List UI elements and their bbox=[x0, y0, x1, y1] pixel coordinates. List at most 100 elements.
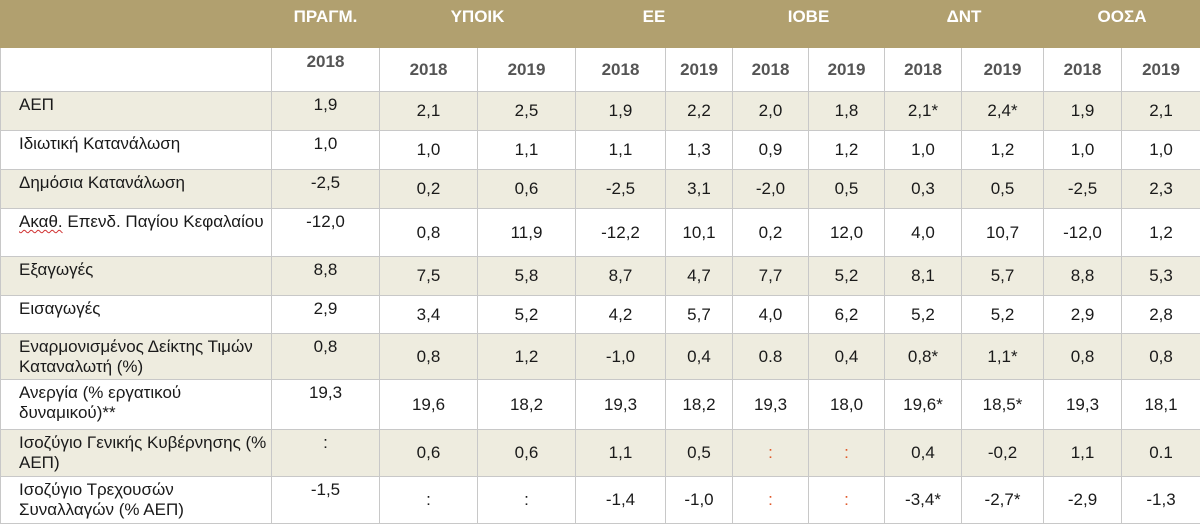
value-cell: 18,2 bbox=[666, 380, 733, 430]
value-cell: : bbox=[272, 430, 380, 477]
row-label: Δημόσια Κατανάλωση bbox=[1, 170, 272, 209]
value-cell: 3,4 bbox=[380, 296, 478, 334]
value-cell: 1,9 bbox=[576, 92, 666, 131]
value-cell: 10,1 bbox=[666, 209, 733, 257]
row-label: Ισοζύγιο Γενικής Κυβέρνησης (% ΑΕΠ) bbox=[1, 430, 272, 477]
row-label: Εναρμονισμένος Δείκτης Τιμών Καταναλωτή … bbox=[1, 334, 272, 380]
value-cell: 1,1 bbox=[478, 131, 576, 170]
value-cell: -2,0 bbox=[733, 170, 809, 209]
value-cell: : bbox=[733, 477, 809, 524]
value-cell: 0,6 bbox=[380, 430, 478, 477]
year-header: 2018 bbox=[380, 48, 478, 92]
value-cell: : bbox=[380, 477, 478, 524]
header-corner bbox=[1, 1, 272, 48]
value-cell: 2,5 bbox=[478, 92, 576, 131]
value-cell: 19,6* bbox=[885, 380, 962, 430]
value-cell: 1,3 bbox=[666, 131, 733, 170]
value-cell: 5,2 bbox=[809, 257, 885, 296]
value-cell: 19,6 bbox=[380, 380, 478, 430]
value-cell: -2,9 bbox=[1044, 477, 1122, 524]
header-groups-row: ΠΡΑΓΜ. ΥΠΟΙΚ ΕΕ ΙΟΒΕ ΔΝΤ ΟΟΣΑ bbox=[1, 1, 1200, 48]
year-header: 2018 bbox=[576, 48, 666, 92]
value-cell: 0,9 bbox=[733, 131, 809, 170]
value-cell: 5,2 bbox=[885, 296, 962, 334]
value-cell: 7,7 bbox=[733, 257, 809, 296]
year-header: 2018 bbox=[885, 48, 962, 92]
value-cell: 1,2 bbox=[962, 131, 1044, 170]
value-cell: 2,9 bbox=[1044, 296, 1122, 334]
value-cell: 8,7 bbox=[576, 257, 666, 296]
value-cell: 5,8 bbox=[478, 257, 576, 296]
value-cell: -2,5 bbox=[272, 170, 380, 209]
value-cell: 5,3 bbox=[1122, 257, 1200, 296]
value-cell: 1,8 bbox=[809, 92, 885, 131]
value-cell: 1,1* bbox=[962, 334, 1044, 380]
year-header: 2019 bbox=[962, 48, 1044, 92]
value-cell: 5,2 bbox=[962, 296, 1044, 334]
value-cell: 5,2 bbox=[478, 296, 576, 334]
row-label: Ανεργία (% εργατικού δυναμικού)** bbox=[1, 380, 272, 430]
value-cell: 8,8 bbox=[272, 257, 380, 296]
value-cell: 18,0 bbox=[809, 380, 885, 430]
value-cell: 18,1 bbox=[1122, 380, 1200, 430]
value-cell: : bbox=[809, 477, 885, 524]
value-cell: 4,7 bbox=[666, 257, 733, 296]
value-cell: 0,4 bbox=[885, 430, 962, 477]
table-row: Εναρμονισμένος Δείκτης Τιμών Καταναλωτή … bbox=[1, 334, 1200, 380]
value-cell: 3,1 bbox=[666, 170, 733, 209]
value-cell: 1,2 bbox=[1122, 209, 1200, 257]
value-cell: -3,4* bbox=[885, 477, 962, 524]
header-years-corner bbox=[1, 48, 272, 92]
value-cell: 0,3 bbox=[885, 170, 962, 209]
value-cell: -1,3 bbox=[1122, 477, 1200, 524]
value-cell: 7,5 bbox=[380, 257, 478, 296]
value-cell: -1,4 bbox=[576, 477, 666, 524]
value-cell: 1,2 bbox=[809, 131, 885, 170]
year-header: 2019 bbox=[478, 48, 576, 92]
value-cell: 18,2 bbox=[478, 380, 576, 430]
row-label: Εξαγωγές bbox=[1, 257, 272, 296]
value-cell: 2,2 bbox=[666, 92, 733, 131]
value-cell: 8,8 bbox=[1044, 257, 1122, 296]
value-cell: -2,5 bbox=[576, 170, 666, 209]
value-cell: 0,5 bbox=[962, 170, 1044, 209]
value-cell: 0,8 bbox=[1044, 334, 1122, 380]
value-cell: 4,2 bbox=[576, 296, 666, 334]
value-cell: 0.8 bbox=[733, 334, 809, 380]
value-cell: 0.1 bbox=[1122, 430, 1200, 477]
value-cell: 0,8 bbox=[380, 334, 478, 380]
row-label: ΑΕΠ bbox=[1, 92, 272, 131]
value-cell: : bbox=[733, 430, 809, 477]
value-cell: -2,5 bbox=[1044, 170, 1122, 209]
header-group-iobe: ΙΟΒΕ bbox=[733, 1, 885, 48]
row-label-rest: Επενδ. Παγίου Κεφαλαίου bbox=[63, 212, 264, 231]
value-cell: -1,0 bbox=[666, 477, 733, 524]
year-header: 2019 bbox=[1122, 48, 1200, 92]
row-label: Ακαθ. Επενδ. Παγίου Κεφαλαίου bbox=[1, 209, 272, 257]
value-cell: 2,1 bbox=[1122, 92, 1200, 131]
value-cell: -1,0 bbox=[576, 334, 666, 380]
value-cell: 11,9 bbox=[478, 209, 576, 257]
header-years-row: 2018 2018 2019 2018 2019 2018 2019 2018 … bbox=[1, 48, 1200, 92]
value-cell: 12,0 bbox=[809, 209, 885, 257]
value-cell: 0,8* bbox=[885, 334, 962, 380]
value-cell: 2,3 bbox=[1122, 170, 1200, 209]
value-cell: 4,0 bbox=[733, 296, 809, 334]
value-cell: 1,0 bbox=[272, 131, 380, 170]
value-cell: 0,2 bbox=[733, 209, 809, 257]
value-cell: 1,0 bbox=[1122, 131, 1200, 170]
year-header: 2019 bbox=[666, 48, 733, 92]
value-cell: 1,2 bbox=[478, 334, 576, 380]
value-cell: -12,0 bbox=[272, 209, 380, 257]
value-cell: 5,7 bbox=[666, 296, 733, 334]
value-cell: 18,5* bbox=[962, 380, 1044, 430]
value-cell: 0,6 bbox=[478, 170, 576, 209]
value-cell: 2,0 bbox=[733, 92, 809, 131]
value-cell: 0,8 bbox=[380, 209, 478, 257]
header-group-oecd: ΟΟΣΑ bbox=[1044, 1, 1200, 48]
